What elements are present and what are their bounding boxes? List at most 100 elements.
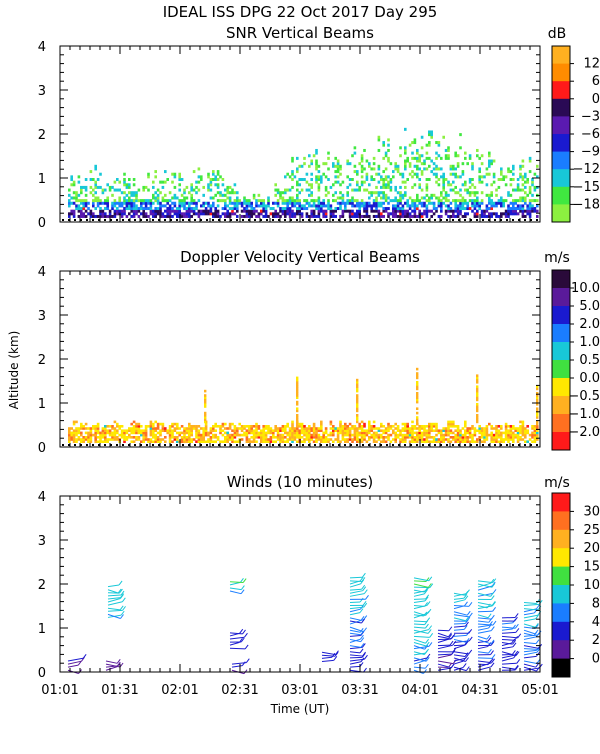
- snr-cell: [142, 189, 145, 192]
- snr-cell: [375, 210, 378, 213]
- wind-barb-flag: [466, 667, 469, 671]
- doppler-cell: [411, 421, 414, 424]
- snr-cell: [428, 141, 431, 144]
- doppler-cell: [435, 434, 438, 437]
- doppler-cell: [207, 438, 210, 441]
- snr-cell: [308, 194, 311, 197]
- snr-cell: [296, 196, 299, 199]
- snr-cell: [174, 186, 177, 189]
- snr-cell: [478, 178, 481, 181]
- snr-cell: [284, 207, 287, 210]
- snr-cell: [505, 210, 508, 213]
- snr-cell: [202, 210, 205, 213]
- wind-barb-flag: [364, 668, 367, 672]
- wind-barb: [350, 655, 363, 656]
- doppler-cell: [195, 425, 198, 428]
- snr-cell: [135, 204, 138, 207]
- snr-cell: [397, 215, 400, 218]
- doppler-cell: [181, 436, 184, 439]
- snr-cell: [351, 154, 354, 157]
- doppler-cell: [243, 425, 246, 428]
- doppler-cell: [166, 429, 169, 432]
- wind-barb: [454, 626, 465, 627]
- snr-cell: [92, 194, 95, 197]
- snr-cell: [178, 173, 181, 176]
- snr-cell: [198, 167, 201, 170]
- doppler-spike-cell: [536, 407, 538, 410]
- snr-cell: [229, 215, 232, 218]
- snr-cell: [414, 210, 417, 213]
- doppler-cell: [430, 436, 433, 439]
- doppler-cell: [526, 425, 529, 428]
- snr-cell: [522, 207, 525, 210]
- snr-cell: [378, 149, 381, 152]
- snr-cell: [375, 196, 378, 199]
- snr-cell: [490, 162, 493, 165]
- snr-cell: [409, 204, 412, 207]
- wind-barb-flag: [121, 611, 124, 615]
- snr-cell: [382, 141, 385, 144]
- snr-cell: [147, 207, 150, 210]
- snr-cell: [418, 186, 421, 189]
- snr-cell: [445, 210, 448, 213]
- doppler-cell: [202, 427, 205, 430]
- snr-cell: [229, 199, 232, 202]
- snr-cell: [476, 202, 479, 205]
- snr-cell: [462, 215, 465, 218]
- wind-barb: [478, 628, 489, 630]
- snr-cell: [346, 210, 349, 213]
- snr-cell: [390, 186, 393, 189]
- snr-cell: [474, 186, 477, 189]
- wind-barb: [524, 633, 534, 635]
- snr-cell: [296, 212, 299, 215]
- snr-cell: [342, 212, 345, 215]
- doppler-cell: [80, 438, 83, 441]
- snr-cell: [414, 165, 417, 168]
- wind-barb-flag: [491, 596, 494, 600]
- snr-cell: [181, 204, 184, 207]
- snr-cell: [255, 210, 258, 213]
- snr-cell: [440, 204, 443, 207]
- snr-cell: [142, 199, 145, 202]
- colorbar-label: 12: [583, 57, 600, 72]
- wind-barb-flag: [243, 579, 246, 583]
- doppler-cell: [529, 438, 532, 441]
- snr-cell: [406, 212, 409, 215]
- colorbar-label: −6: [581, 127, 600, 142]
- snr-cell: [222, 207, 225, 210]
- snr-cell: [464, 183, 467, 186]
- snr-cell: [282, 207, 285, 210]
- wind-barb-flag: [243, 630, 246, 634]
- snr-cell: [298, 183, 301, 186]
- colorbar-swatch: [552, 567, 570, 586]
- snr-cell: [279, 191, 282, 194]
- snr-cell: [385, 186, 388, 189]
- snr-cell: [289, 175, 292, 178]
- snr-cell: [296, 157, 299, 160]
- snr-cell: [404, 181, 407, 184]
- snr-cell: [471, 204, 474, 207]
- wind-barb: [230, 588, 241, 590]
- doppler-cell: [154, 434, 157, 437]
- snr-cell: [318, 186, 321, 189]
- wind-barb: [350, 591, 363, 594]
- snr-cell: [387, 160, 390, 163]
- snr-cell: [327, 178, 330, 181]
- snr-cell: [99, 173, 102, 176]
- doppler-cell: [306, 427, 309, 430]
- snr-cell: [224, 189, 227, 192]
- snr-cell: [531, 207, 534, 210]
- snr-cell: [469, 207, 472, 210]
- snr-cell: [193, 199, 196, 202]
- wind-barb-flag: [464, 602, 467, 606]
- doppler-cell: [157, 436, 160, 439]
- snr-cell: [385, 178, 388, 181]
- snr-cell: [454, 152, 457, 155]
- snr-cell: [80, 212, 83, 215]
- snr-cell: [426, 144, 429, 147]
- snr-cell: [90, 212, 93, 215]
- snr-cell: [399, 199, 402, 202]
- snr-cell: [325, 215, 328, 218]
- snr-cell: [466, 189, 469, 192]
- snr-cell: [183, 215, 186, 218]
